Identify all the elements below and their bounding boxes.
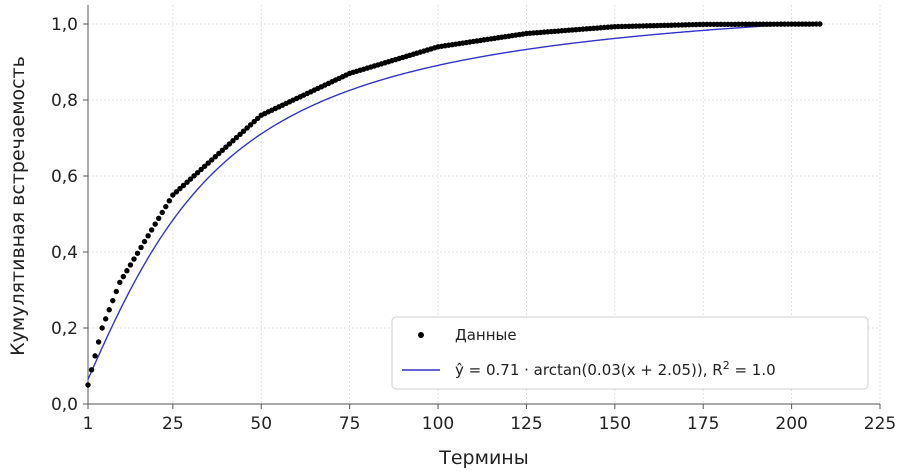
data-point xyxy=(148,227,155,233)
data-point xyxy=(244,125,250,131)
data-point xyxy=(124,268,130,274)
y-ticks: 0,0 0,2 0,4 0,6 0,8 1,0 xyxy=(51,15,88,415)
data-point xyxy=(113,288,119,295)
y-tick-label: 1,0 xyxy=(51,15,78,35)
x-tick-label: 225 xyxy=(864,414,896,434)
y-tick-label: 0,2 xyxy=(51,319,78,339)
data-point xyxy=(233,134,240,141)
x-tick-label: 150 xyxy=(599,414,631,434)
data-point xyxy=(255,115,261,122)
y-axis-label: Кумулятивная встречаемость xyxy=(7,56,29,356)
data-point xyxy=(251,118,257,125)
data-point xyxy=(159,209,165,216)
data-point xyxy=(145,233,151,239)
data-point xyxy=(99,325,105,331)
data-point xyxy=(152,221,158,227)
x-tick-label: 175 xyxy=(687,414,719,434)
x-tick-label: 50 xyxy=(250,414,272,434)
data-point xyxy=(817,21,823,27)
data-point xyxy=(88,367,95,373)
data-point xyxy=(110,297,116,304)
data-point xyxy=(156,215,162,222)
data-point xyxy=(141,238,148,245)
data-point xyxy=(138,244,144,251)
data-point xyxy=(209,157,215,163)
legend-label-fit: ŷ = 0.71 · arctan(0.03(x + 2.05)), R2 = … xyxy=(455,359,776,379)
fit-line-group xyxy=(87,21,820,380)
data-point xyxy=(127,262,134,268)
data-point xyxy=(219,147,226,154)
y-tick-label: 0,4 xyxy=(51,243,78,263)
x-tick-label: 200 xyxy=(775,414,807,434)
data-point xyxy=(95,339,102,345)
y-tick-label: 0,0 xyxy=(51,395,78,415)
legend-marker-data xyxy=(418,332,424,338)
data-points xyxy=(85,21,823,388)
legend-label-data: Данные xyxy=(455,326,517,344)
data-point xyxy=(117,279,123,286)
data-point xyxy=(205,160,211,166)
data-point xyxy=(173,189,180,195)
legend: Данные ŷ = 0.71 · arctan(0.03(x + 2.05))… xyxy=(391,316,869,390)
data-point xyxy=(92,353,98,359)
axes xyxy=(87,5,880,405)
data-point xyxy=(131,256,137,262)
data-point xyxy=(198,166,204,173)
x-tick-label: 125 xyxy=(510,414,542,434)
data-point xyxy=(187,176,194,182)
data-point xyxy=(191,173,197,179)
data-point xyxy=(223,144,229,150)
x-tick-label: 1 xyxy=(83,414,94,434)
data-point xyxy=(120,273,127,280)
data-point xyxy=(106,307,112,313)
x-axis-label: Термины xyxy=(438,447,528,469)
data-point xyxy=(194,169,201,176)
x-tick-label: 100 xyxy=(422,414,454,434)
data-point xyxy=(212,154,218,160)
y-tick-label: 0,6 xyxy=(51,167,78,187)
data-point xyxy=(170,192,176,198)
data-point xyxy=(230,138,236,144)
data-point xyxy=(226,141,233,147)
data-point xyxy=(184,179,190,185)
data-point xyxy=(240,128,247,134)
data-point xyxy=(237,131,243,138)
fit-line xyxy=(87,21,820,380)
data-point xyxy=(247,122,254,128)
data-point xyxy=(85,382,91,388)
data-point xyxy=(102,316,109,322)
data-point xyxy=(166,198,173,204)
x-tick-label: 75 xyxy=(339,414,361,434)
data-point xyxy=(201,163,208,169)
data-point xyxy=(216,150,222,157)
data-point xyxy=(134,250,141,256)
data-point xyxy=(163,203,169,210)
x-ticks: 1 25 50 75 100 125 150 175 200 225 xyxy=(83,404,896,434)
data-point xyxy=(180,182,187,189)
x-tick-label: 25 xyxy=(162,414,184,434)
y-tick-label: 0,8 xyxy=(51,91,78,111)
data-point xyxy=(177,185,183,192)
legend-box xyxy=(391,316,869,390)
